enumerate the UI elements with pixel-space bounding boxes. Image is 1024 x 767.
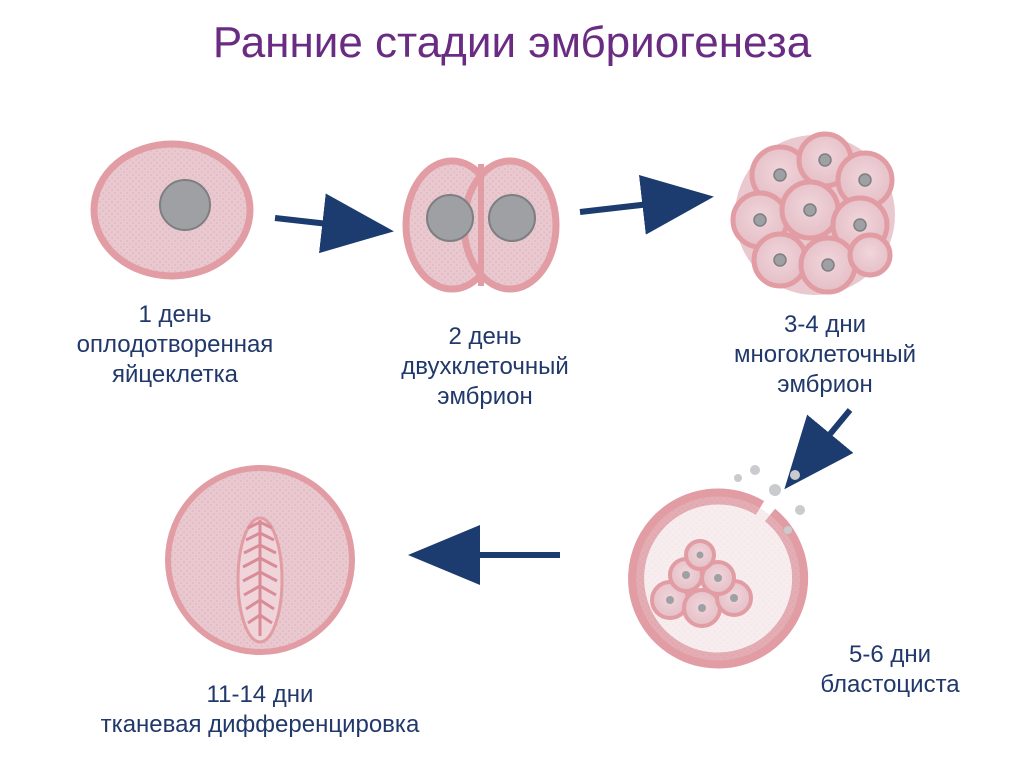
arrow-2: [580, 198, 702, 212]
stage-4-label: 5-6 дни бластоциста: [800, 640, 980, 700]
label-text: яйцеклетка: [112, 361, 238, 388]
stage-1-cell: [94, 144, 250, 276]
label-text: эмбрион: [777, 371, 873, 398]
stage-3-label: 3-4 дни многоклеточный эмбрион: [715, 310, 935, 400]
stage-5-label: 11-14 дни тканевая дифференцировка: [85, 680, 435, 740]
label-text: многоклеточный: [734, 341, 916, 368]
label-text: 3-4 дни: [784, 311, 866, 338]
stage-2-cell: [406, 157, 556, 293]
stage-2-label: 2 день двухклеточный эмбрион: [380, 322, 590, 412]
stage-3-cell: [733, 134, 895, 295]
label-text: 5-6 дни: [849, 641, 931, 668]
label-text: бластоциста: [820, 671, 959, 698]
label-text: 11-14 дни: [207, 681, 314, 708]
stage-1-label: 1 день оплодотворенная яйцеклетка: [70, 300, 280, 390]
label-text: 1 день: [138, 301, 211, 328]
arrow-1: [275, 218, 382, 230]
label-text: тканевая дифференцировка: [101, 711, 420, 738]
label-text: эмбрион: [437, 383, 533, 410]
stage-4-cell: [636, 465, 805, 660]
label-text: оплодотворенная: [77, 331, 274, 358]
stage-5-cell: [168, 468, 352, 652]
label-text: 2 день: [448, 323, 521, 350]
label-text: двухклеточный: [401, 353, 569, 380]
arrow-3: [792, 410, 850, 480]
